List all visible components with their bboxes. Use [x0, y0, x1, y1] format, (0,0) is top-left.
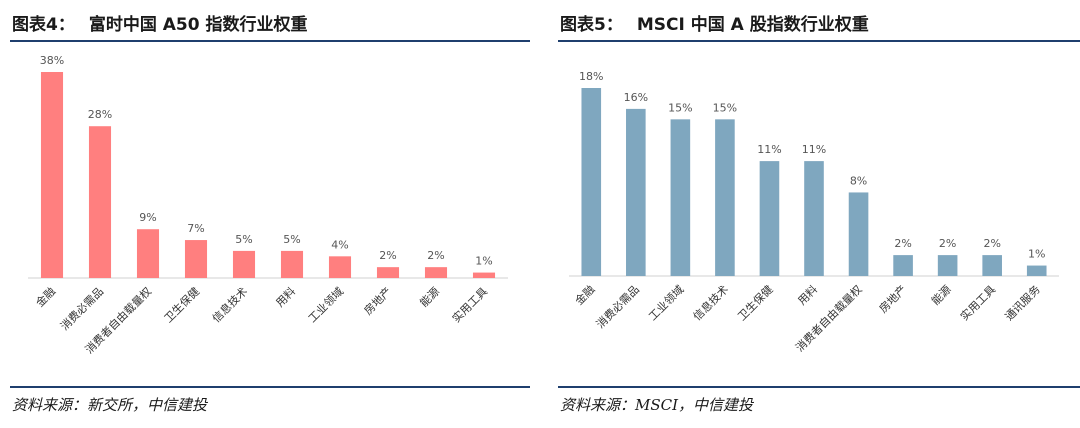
bar-chart-right: 18% 金融 16% 消费必需品 15% 工业领域 15% 信息技术 11% 卫生保健 11% 用料 8… [569, 70, 1059, 354]
data-label: 1% [1028, 248, 1045, 261]
category-tick-label: 卫生保健 [735, 282, 776, 323]
bar [232, 250, 256, 278]
category-tick-label: 通讯服务 [1003, 283, 1043, 323]
category-tick-label: 房地产 [876, 282, 909, 315]
figure-label: 图表5： [560, 15, 623, 35]
bar-chart-left: 38%金融28%消费必需品9%消费者自由载量权7%卫生保健5%信息技术5%用料4… [28, 54, 508, 356]
bar [715, 119, 735, 276]
category-tick-label: 能源 [417, 284, 442, 309]
bar [136, 229, 160, 278]
bar [581, 88, 602, 276]
data-label: 7% [187, 222, 204, 235]
category-tick-label: 信息技术 [209, 284, 250, 325]
data-label: 11% [757, 143, 781, 156]
category-tick-label: 工业领域 [306, 285, 346, 325]
category-tick-label: 卫生保健 [161, 284, 202, 325]
data-label: 9% [139, 211, 156, 224]
data-label: 28% [88, 108, 112, 121]
bar [472, 272, 496, 278]
figure-title: 图表5： MSCI 中国 A 股指数行业权重 [560, 10, 883, 35]
category-tick-label: 消费必需品 [593, 282, 642, 331]
bar [848, 192, 869, 276]
figure-panel-right: 图表5： MSCI 中国 A 股指数行业权重 18% 金融 16% 消费必需品 15% 工业… [548, 0, 1080, 428]
category-tick-label: 房地产 [361, 284, 394, 317]
category-tick-label: 能源 [928, 282, 953, 307]
bar [670, 119, 691, 276]
bar [376, 267, 400, 278]
data-label: 18% [579, 70, 603, 83]
data-label: 15% [668, 101, 692, 114]
data-label: 11% [802, 143, 826, 156]
bar [982, 255, 1002, 276]
source-note: 资料来源：MSCI，中信建投 [560, 396, 754, 414]
bar [280, 250, 304, 278]
bottom-rule [558, 386, 1080, 388]
data-label: 38% [40, 54, 64, 67]
bar [88, 126, 112, 278]
category-tick-label: 信息技术 [690, 282, 731, 323]
data-label: 4% [331, 238, 348, 251]
bar [759, 161, 780, 276]
category-tick-label: 实用工具 [449, 284, 490, 325]
data-label: 5% [235, 233, 252, 246]
data-label: 1% [475, 255, 492, 268]
data-label: 16% [624, 91, 648, 104]
bottom-rule [10, 386, 530, 388]
figure-title-text: 富时中国 A50 指数行业权重 [88, 15, 308, 35]
category-tick-label: 用料 [273, 284, 298, 309]
bar [1026, 265, 1047, 276]
category-tick-label: 用料 [795, 282, 820, 307]
bar [626, 108, 646, 276]
top-rule [10, 40, 530, 42]
data-label: 2% [894, 237, 911, 250]
bar [937, 255, 958, 276]
data-label: 5% [283, 233, 300, 246]
figure-label: 图表4： [12, 15, 75, 35]
category-tick-label: 金融 [572, 282, 597, 307]
data-label: 2% [939, 237, 956, 250]
top-rule [558, 40, 1080, 42]
bar [328, 256, 352, 278]
category-tick-label: 金融 [33, 284, 58, 309]
data-label: 2% [427, 249, 444, 262]
data-label: 8% [850, 174, 867, 187]
figure-panel-left: 图表4： 富时中国 A50 指数行业权重 38% 金融 28% 消费必需品 9% 消费者自由… [0, 0, 530, 428]
category-tick-label: 消费必需品 [57, 284, 106, 333]
data-label: 2% [983, 237, 1000, 250]
figure-title: 图表4： 富时中国 A50 指数行业权重 [12, 10, 322, 35]
category-tick-label: 实用工具 [957, 282, 998, 323]
bar [424, 267, 448, 278]
source-note: 资料来源：新交所，中信建投 [12, 396, 208, 414]
figure-title-text: MSCI 中国 A 股指数行业权重 [636, 15, 869, 35]
bar [804, 161, 824, 276]
data-label: 15% [713, 101, 737, 114]
data-label: 2% [379, 249, 396, 262]
category-tick-label: 工业领域 [646, 283, 686, 323]
bar [184, 240, 208, 278]
bar [40, 72, 64, 278]
bar [893, 255, 913, 276]
